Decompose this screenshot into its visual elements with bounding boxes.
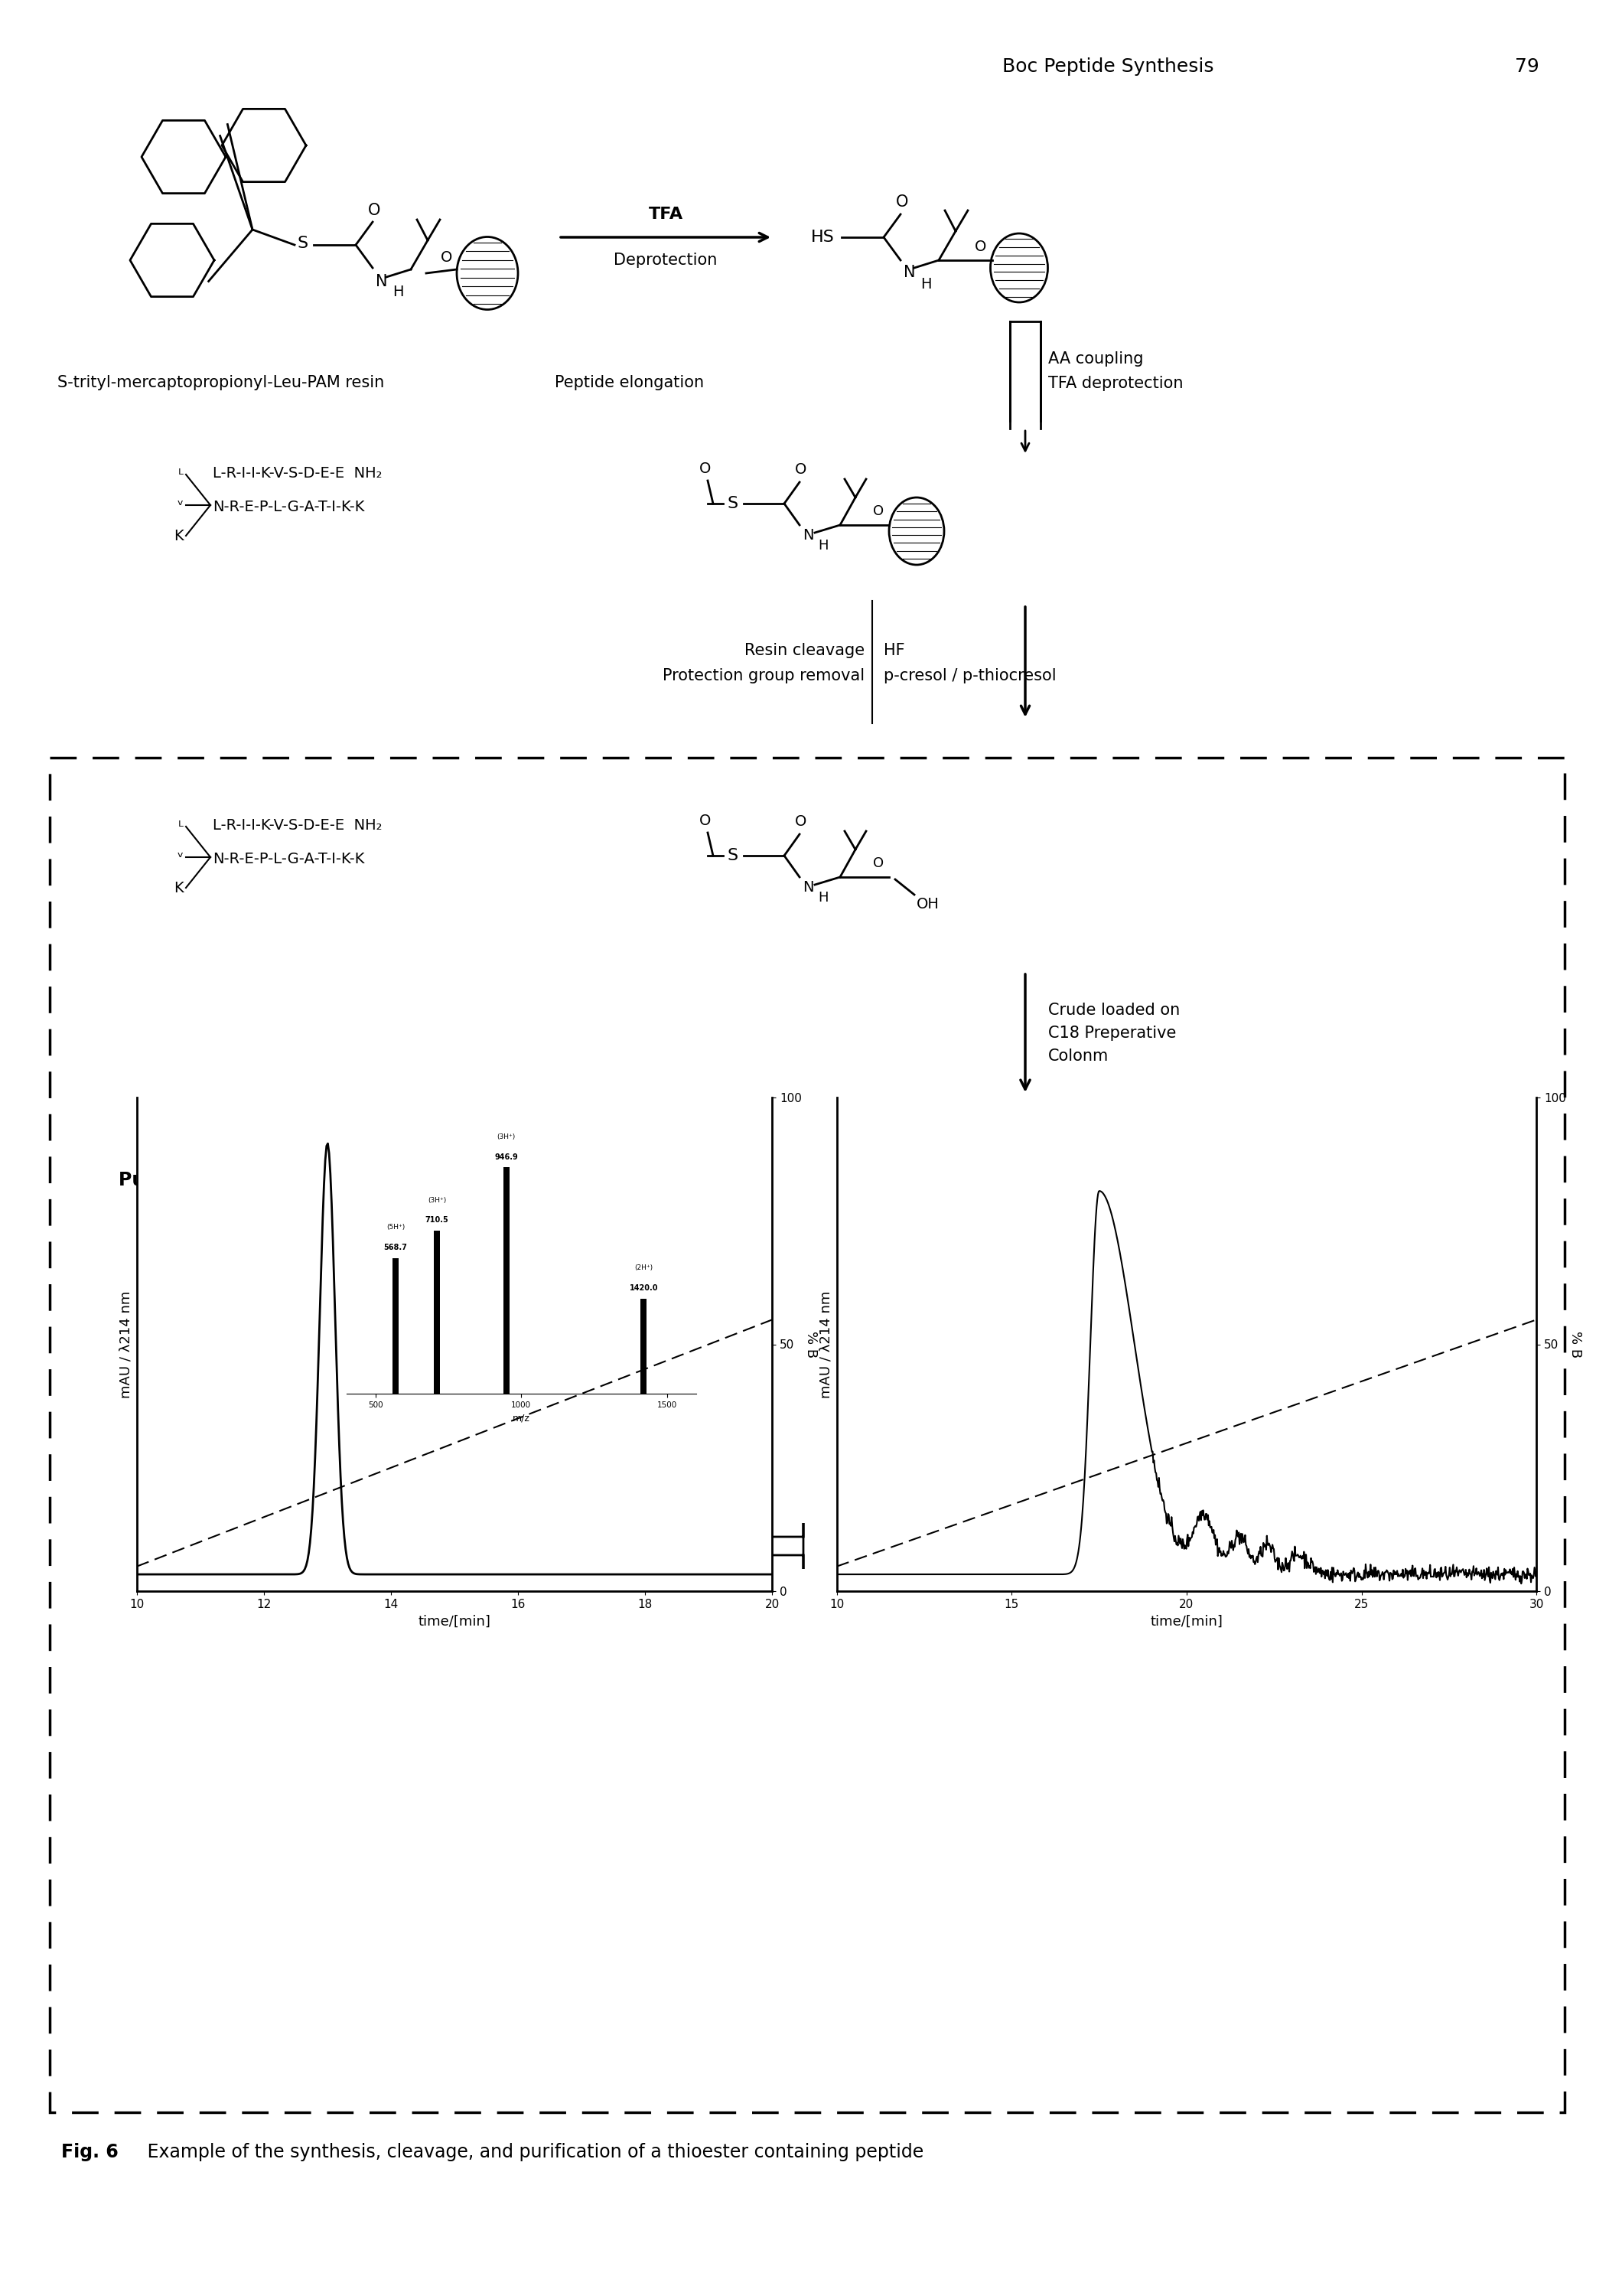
Text: O: O	[441, 250, 452, 266]
Text: Peptide elongation: Peptide elongation	[555, 374, 703, 390]
Text: HS: HS	[811, 230, 835, 246]
Text: S: S	[727, 847, 737, 863]
Text: Boc Peptide Synthesis: Boc Peptide Synthesis	[1002, 57, 1213, 76]
Text: H: H	[393, 285, 404, 298]
Text: O: O	[874, 505, 883, 519]
Text: L-R-I-I-K-V-S-D-E-E  NH₂: L-R-I-I-K-V-S-D-E-E NH₂	[212, 466, 383, 480]
Text: Fig. 6: Fig. 6	[61, 2142, 119, 2161]
Text: S-trityl-mercaptopropionyl-Leu-PAM resin: S-trityl-mercaptopropionyl-Leu-PAM resin	[58, 374, 385, 390]
Text: O: O	[975, 239, 986, 255]
Text: H: H	[920, 278, 932, 292]
Text: S: S	[727, 496, 737, 512]
Text: Crude -: Crude -	[880, 1171, 961, 1189]
Text: Purified product - Analytical HPLC: Purified product - Analytical HPLC	[119, 1171, 465, 1189]
Text: O: O	[700, 461, 711, 475]
Text: Deprotection: Deprotection	[615, 253, 718, 269]
Text: ᵛ: ᵛ	[177, 850, 183, 866]
Text: N: N	[375, 273, 388, 289]
Text: TFA: TFA	[648, 207, 682, 223]
Y-axis label: % B: % B	[1569, 1332, 1582, 1357]
Text: p-cresol / p-thiocresol: p-cresol / p-thiocresol	[883, 668, 1057, 684]
Text: OH: OH	[917, 898, 940, 912]
Bar	[50, 758, 1564, 2112]
Text: Protection group removal: Protection group removal	[663, 668, 864, 684]
Text: ᴸ: ᴸ	[179, 468, 183, 482]
Y-axis label: mAU / λ214 nm: mAU / λ214 nm	[819, 1290, 832, 1398]
Text: Resin cleavage: Resin cleavage	[745, 643, 864, 659]
Text: N: N	[803, 528, 814, 542]
Text: 79: 79	[1516, 57, 1540, 76]
Y-axis label: mAU / λ214 nm: mAU / λ214 nm	[119, 1290, 132, 1398]
Text: O: O	[700, 813, 711, 829]
X-axis label: time/[min]: time/[min]	[1150, 1614, 1223, 1628]
Text: O: O	[874, 856, 883, 870]
Text: ᵛ: ᵛ	[177, 498, 183, 512]
Text: H: H	[817, 891, 829, 905]
Text: O: O	[368, 202, 380, 218]
Text: N: N	[803, 879, 814, 895]
Text: L-R-I-I-K-V-S-D-E-E  NH₂: L-R-I-I-K-V-S-D-E-E NH₂	[212, 817, 383, 833]
Y-axis label: % B: % B	[804, 1332, 817, 1357]
Text: O: O	[896, 195, 909, 209]
Text: H: H	[817, 540, 829, 553]
Text: K: K	[174, 528, 183, 544]
Text: HF: HF	[883, 643, 904, 659]
Text: Preperative HPLC: Preperative HPLC	[991, 1171, 1170, 1189]
Text: Crude loaded on
C18 Preperative
Colonm: Crude loaded on C18 Preperative Colonm	[1047, 1003, 1179, 1063]
Text: AA coupling
TFA deprotection: AA coupling TFA deprotection	[1047, 351, 1183, 390]
Text: Example of the synthesis, cleavage, and purification of a thioester containing p: Example of the synthesis, cleavage, and …	[142, 2142, 924, 2161]
Text: K: K	[174, 882, 183, 895]
X-axis label: time/[min]: time/[min]	[418, 1614, 491, 1628]
Text: ᴸ: ᴸ	[179, 820, 183, 833]
Text: O: O	[795, 461, 808, 478]
Text: N: N	[904, 264, 916, 280]
Text: S: S	[296, 236, 307, 250]
Polygon shape	[666, 1522, 803, 1568]
Text: N-R-E-P-L-G-A-T-I-K-K: N-R-E-P-L-G-A-T-I-K-K	[212, 852, 365, 866]
Text: O: O	[795, 815, 808, 829]
Text: N-R-E-P-L-G-A-T-I-K-K: N-R-E-P-L-G-A-T-I-K-K	[212, 501, 365, 514]
